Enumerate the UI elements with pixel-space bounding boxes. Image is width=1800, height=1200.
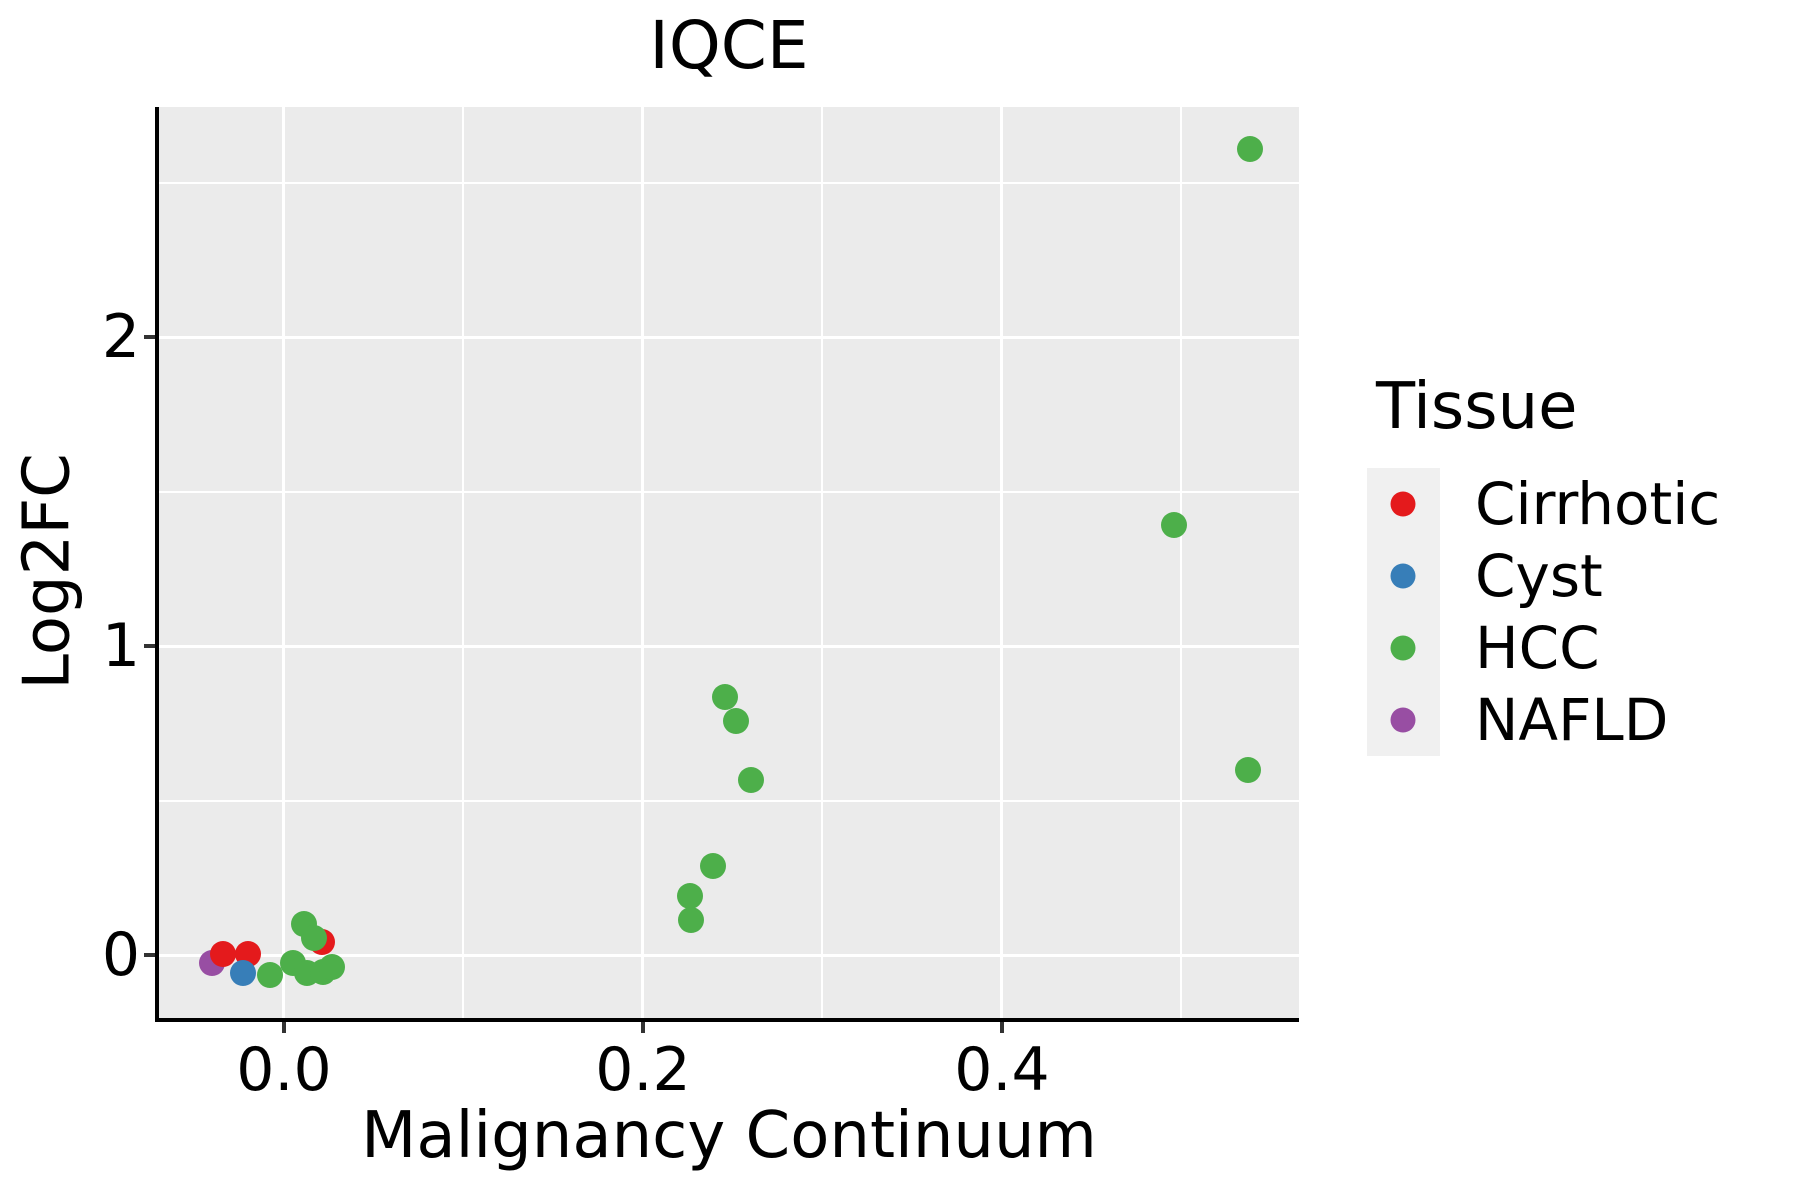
plot-title: IQCE <box>649 7 809 84</box>
legend-entries: Cirrhotic Cyst HCC NAFLD <box>1367 468 1787 756</box>
y-axis-title: Log2FC <box>10 453 85 690</box>
x-major-gridline <box>282 107 286 1020</box>
data-point-cyst <box>229 960 256 987</box>
x-axis-title: Malignancy Continuum <box>361 1099 1097 1173</box>
data-point-hcc <box>723 708 750 735</box>
x-tick-label: 0.2 <box>595 1035 691 1105</box>
x-minor-gridline <box>821 107 824 1020</box>
x-tick-label: 0.4 <box>954 1035 1050 1105</box>
legend-entry-cirrhotic: Cirrhotic <box>1367 468 1787 540</box>
y-axis-line <box>155 107 159 1022</box>
y-major-gridline <box>159 644 1299 648</box>
legend-dot-icon <box>1390 491 1416 517</box>
y-tick-label: 1 <box>101 611 140 682</box>
legend-label: Cyst <box>1475 542 1603 610</box>
data-point-hcc <box>1161 512 1188 539</box>
legend-title: Tissue <box>1376 370 1578 444</box>
x-minor-gridline <box>1180 107 1183 1020</box>
y-tick-mark <box>144 335 155 340</box>
legend-key <box>1367 468 1440 540</box>
y-minor-gridline <box>159 181 1299 184</box>
legend-label: Cirrhotic <box>1475 470 1721 538</box>
x-tick-label: 0.0 <box>236 1035 332 1105</box>
data-point-hcc <box>678 907 705 934</box>
data-point-hcc <box>1236 136 1263 163</box>
legend-dot-icon <box>1390 707 1416 733</box>
y-tick-mark <box>144 953 155 958</box>
data-point-hcc <box>1234 757 1261 784</box>
legend-entry-cyst: Cyst <box>1367 540 1787 612</box>
data-point-hcc <box>712 684 739 711</box>
x-tick-mark <box>640 1022 645 1033</box>
legend-label: HCC <box>1475 614 1600 682</box>
x-minor-gridline <box>462 107 465 1020</box>
legend-entry-hcc: HCC <box>1367 612 1787 684</box>
y-major-gridline <box>159 953 1299 957</box>
y-minor-gridline <box>159 799 1299 802</box>
plot-panel <box>159 107 1299 1020</box>
data-point-hcc <box>737 767 764 794</box>
y-major-gridline <box>159 335 1299 339</box>
x-tick-mark <box>999 1022 1004 1033</box>
x-major-gridline <box>1000 107 1004 1020</box>
data-point-hcc <box>301 925 328 952</box>
legend-key <box>1367 684 1440 756</box>
x-tick-mark <box>281 1022 286 1033</box>
data-point-hcc <box>319 954 346 981</box>
legend-entry-nafld: NAFLD <box>1367 684 1787 756</box>
data-point-hcc <box>676 883 703 910</box>
legend-dot-icon <box>1390 635 1416 661</box>
data-point-hcc <box>256 962 283 989</box>
y-tick-mark <box>144 644 155 649</box>
legend-key <box>1367 540 1440 612</box>
y-tick-label: 2 <box>101 302 140 373</box>
legend-label: NAFLD <box>1475 686 1669 754</box>
data-point-cirrhotic <box>209 940 236 967</box>
y-tick-label: 0 <box>101 920 140 991</box>
x-major-gridline <box>641 107 645 1020</box>
data-point-hcc <box>699 853 726 880</box>
legend-dot-icon <box>1390 563 1416 589</box>
y-minor-gridline <box>159 490 1299 493</box>
legend-key <box>1367 612 1440 684</box>
x-axis-line <box>155 1018 1299 1022</box>
